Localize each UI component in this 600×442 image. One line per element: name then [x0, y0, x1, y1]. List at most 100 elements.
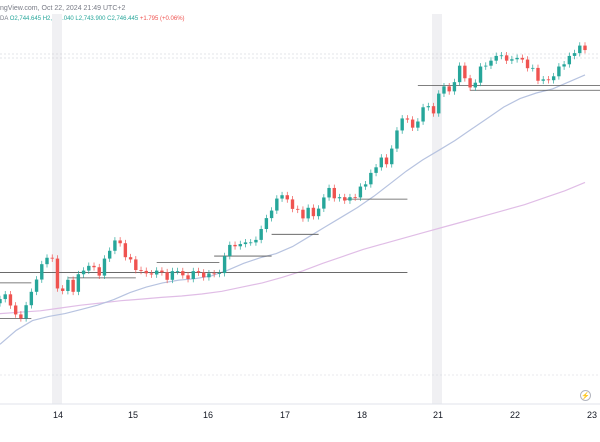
candle-body — [468, 78, 472, 88]
candle-body — [510, 59, 514, 61]
candle-body — [463, 65, 467, 79]
candle-body — [76, 274, 81, 292]
candle-body — [259, 228, 263, 240]
candle-body — [442, 86, 446, 94]
candle-body — [81, 270, 86, 275]
candle-body — [134, 259, 138, 271]
candle-body — [457, 65, 462, 83]
candle-body — [170, 271, 175, 280]
candle-body — [34, 279, 39, 292]
candle-body — [515, 57, 519, 60]
candle-body — [551, 76, 556, 81]
candle-body — [353, 197, 357, 198]
candle-body — [374, 167, 378, 173]
candle-body — [290, 199, 295, 209]
candle-body — [3, 294, 7, 300]
candle-body — [222, 256, 227, 274]
session-shade-1 — [432, 14, 442, 404]
candle-body — [395, 130, 399, 149]
candle-body — [254, 239, 258, 243]
candle-body — [437, 93, 441, 114]
candle-body — [337, 197, 342, 199]
candle-body — [410, 119, 415, 128]
candle-body — [421, 107, 425, 122]
x-tick-label: 17 — [280, 410, 290, 420]
x-tick-label: 23 — [587, 410, 597, 420]
ohlc-open: O2,744.645 — [9, 16, 42, 22]
candle-body — [165, 272, 169, 280]
candle-body — [557, 66, 561, 77]
candle-body — [405, 118, 410, 120]
candle-body — [160, 270, 164, 273]
candle-body — [264, 218, 269, 229]
candle-body — [494, 55, 498, 61]
candle-body — [207, 273, 211, 278]
candle-body — [19, 314, 23, 319]
candle-body — [431, 106, 436, 114]
candle-body — [196, 271, 201, 273]
session-shade-0 — [52, 14, 62, 404]
header-title: ngView.com, Oct 22, 2024 21:49 UTC+2 — [0, 5, 126, 12]
candle-body — [285, 195, 289, 200]
candle-body — [379, 157, 383, 168]
candle-body — [447, 86, 451, 92]
candle-body — [181, 271, 185, 276]
candle-body — [473, 82, 478, 88]
candle-body — [144, 270, 148, 274]
candle-body — [139, 270, 143, 271]
candle-body — [583, 45, 587, 51]
candle-body — [92, 265, 96, 268]
candle-body — [107, 250, 112, 259]
candle-body — [343, 197, 347, 201]
candle-body — [186, 275, 190, 279]
candle-body — [60, 288, 65, 291]
candle-body — [269, 210, 274, 219]
ohlc-change: +1.795 (+0.06%) — [139, 16, 185, 22]
candle-body — [322, 197, 326, 209]
candle-body — [541, 79, 545, 81]
candle-body — [29, 291, 34, 306]
candle-body — [113, 240, 117, 251]
candle-body — [504, 55, 509, 61]
candle-body — [311, 207, 316, 217]
candle-body — [66, 279, 70, 291]
candle-body — [212, 273, 216, 275]
candle-body — [358, 186, 363, 198]
x-tick-label: 22 — [510, 410, 520, 420]
ma-slow-line — [0, 181, 586, 315]
x-tick-label: 16 — [203, 410, 213, 420]
candle-body — [191, 271, 195, 279]
candle-body — [13, 305, 18, 315]
candle-body — [332, 187, 336, 199]
candle-body — [390, 148, 394, 165]
candle-body — [478, 66, 483, 83]
candle-body — [175, 271, 180, 272]
candle-body — [369, 172, 373, 185]
candle-body — [228, 244, 232, 257]
candle-body — [24, 305, 28, 319]
candle-body — [275, 198, 279, 211]
candle-body — [525, 59, 530, 69]
candle-body — [71, 279, 75, 292]
candle-body — [484, 65, 488, 67]
candle-body — [8, 294, 13, 306]
candle-body — [489, 60, 493, 66]
ohlc-low: L2,743.900 — [75, 16, 106, 22]
candle-body — [102, 258, 107, 276]
tradingview-logo-icon[interactable]: ⚡ — [580, 390, 591, 401]
candle-body — [499, 55, 504, 57]
candle-body — [562, 64, 566, 67]
candle-body — [45, 257, 49, 265]
candle-body — [233, 244, 237, 247]
candle-body — [0, 299, 2, 304]
candle-body — [348, 197, 352, 201]
candle-body — [416, 121, 420, 128]
candle-body — [149, 273, 154, 275]
candle-body — [452, 82, 457, 92]
candle-body — [87, 265, 91, 271]
candle-body — [202, 272, 206, 278]
candle-body — [400, 118, 404, 131]
candle-body — [363, 184, 368, 187]
candle-body — [520, 57, 525, 60]
